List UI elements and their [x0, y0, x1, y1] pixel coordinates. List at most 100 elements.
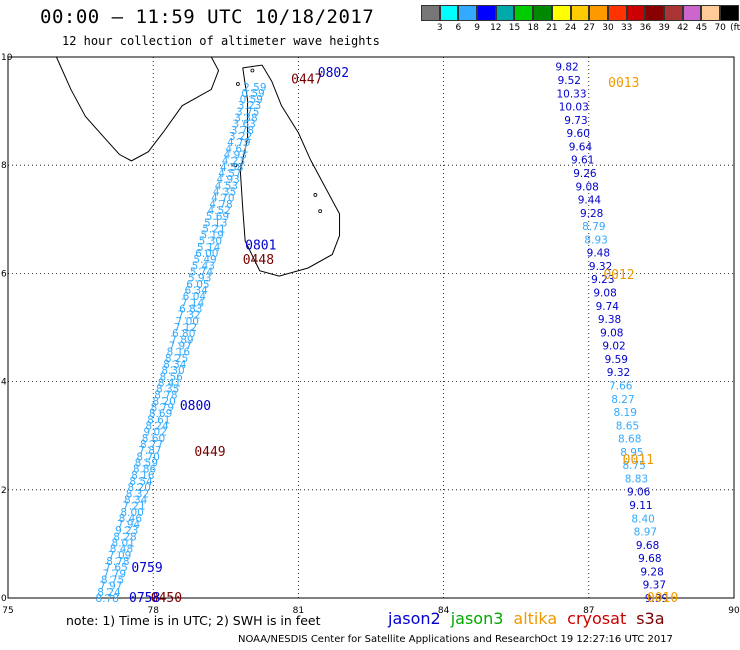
colorbar-swatch	[495, 5, 515, 21]
legend-entry-cryosat: cryosat	[567, 609, 627, 628]
wave-height-value: 8.30	[161, 365, 184, 377]
map-frame	[7, 56, 735, 599]
wave-height-value: 5.69	[206, 211, 229, 223]
wave-height-value: 9.60	[567, 128, 590, 140]
wave-height-value: 4.52	[208, 205, 231, 217]
pass-time-label: 0758	[129, 591, 160, 606]
wave-height-value: 7.09	[108, 550, 131, 562]
wave-height-value: 8.54	[129, 476, 153, 488]
wave-height-value: 3.22	[229, 131, 252, 143]
wave-height-value: 9.32	[607, 367, 630, 379]
wave-height-value: 9.02	[602, 341, 625, 353]
wave-height-value: 8.20	[128, 482, 151, 494]
wave-height-value: 9.08	[575, 181, 598, 193]
wave-height-value: 0.59	[240, 94, 263, 106]
island-outline	[250, 68, 255, 73]
island-outline	[318, 209, 323, 214]
y-tick-label: 10	[1, 53, 13, 63]
wave-height-value: 8.83	[625, 473, 648, 485]
wave-height-value: 3.78	[231, 125, 254, 137]
wave-height-value: 8.68	[618, 434, 641, 446]
colorbar-swatch	[607, 5, 627, 21]
wave-height-value: 7.21	[122, 501, 145, 513]
wave-height-value: 7.89	[170, 334, 193, 346]
wave-height-value: 9.64	[569, 141, 593, 153]
colorbar-label: 3	[436, 23, 443, 33]
wave-height-value: 5.19	[200, 230, 223, 242]
colorbar-label: 39	[658, 23, 670, 33]
map-subtitle: 12 hour collection of altimeter wave hei…	[62, 34, 380, 48]
wave-height-value: 8.16	[131, 470, 155, 482]
colorbar-label: 27	[583, 23, 596, 33]
colorbar-swatch	[626, 5, 646, 21]
wave-height-value: 8.93	[584, 234, 607, 246]
wave-height-value: 3.63	[232, 119, 255, 131]
wave-height-value: 5.21	[202, 223, 225, 235]
wave-height-value: 9.82	[555, 62, 578, 74]
wave-height-value: 5.43	[192, 260, 215, 272]
colorbar-swatch	[682, 5, 702, 21]
colorbar-label: 9	[474, 23, 480, 33]
wave-height-value: 4.57	[218, 168, 241, 180]
wave-height-value: 7.00	[176, 316, 199, 328]
island-outline	[235, 82, 240, 86]
wave-height-value: 7.97	[99, 581, 122, 593]
y-tick-label: 6	[1, 269, 7, 279]
y-tick-label: 0	[1, 594, 7, 604]
wave-height-value: 9.23	[115, 525, 138, 537]
colorbar-swatch	[477, 5, 496, 21]
wave-height-value: 6.00	[195, 248, 218, 260]
india-coastline	[55, 56, 220, 162]
wave-height-value: 10.03	[559, 102, 589, 114]
wave-height-value: 9.38	[598, 314, 621, 326]
wave-height-value: 7.87	[138, 445, 161, 457]
wave-height-value: 6.04	[183, 291, 207, 303]
credit-line: NOAA/NESDIS Center for Satellite Applica…	[238, 634, 541, 645]
wave-height-value: 5.13	[204, 217, 227, 229]
colorbar-label: 33	[620, 23, 633, 33]
wave-height-value: 8.75	[622, 460, 645, 472]
colorbar-label: 30	[602, 23, 614, 33]
colorbar-swatch	[663, 5, 683, 21]
wave-height-value: 9.28	[640, 566, 663, 578]
wave-height-value: 9.44	[578, 195, 602, 207]
colorbar-swatch	[701, 5, 720, 21]
wave-height-value: 10.33	[556, 88, 586, 100]
wave-height-value: 8.78	[106, 556, 129, 568]
sri-lanka-coastline	[239, 64, 341, 277]
wave-height-value: 8.46	[119, 513, 143, 525]
wave-height-value: 4.79	[227, 137, 250, 149]
wave-height-value: 6.05	[186, 279, 209, 291]
colorbar	[421, 5, 739, 21]
wave-height-value: 3.23	[238, 100, 261, 112]
wave-height-value: 9.61	[571, 155, 594, 167]
wave-height-value: 8.79	[151, 402, 174, 414]
wave-height-value: 4.58	[220, 162, 243, 174]
wave-height-value: 6.80	[172, 328, 195, 340]
colorbar-label: 15	[508, 23, 521, 33]
wave-height-value: 8.56	[160, 371, 184, 383]
wave-height-value: 8.27	[611, 394, 634, 406]
colorbar-swatch	[570, 5, 590, 21]
colorbar-swatch	[439, 5, 459, 21]
island-outline	[233, 163, 238, 168]
wave-height-value: 8.40	[631, 513, 654, 525]
wave-height-value: 7.97	[168, 340, 191, 352]
wave-height-value: 4.23	[222, 156, 245, 168]
x-tick-label: 87	[583, 606, 594, 616]
wave-height-value: 8.65	[616, 420, 639, 432]
colorbar-swatch	[645, 5, 664, 21]
wave-height-value: 8.69	[149, 408, 172, 420]
colorbar-swatch	[533, 5, 552, 21]
colorbar-label: 70	[714, 23, 726, 33]
wave-height-value: 5.14	[197, 242, 221, 254]
wave-height-value: 9.68	[636, 540, 659, 552]
colorbar-swatch	[589, 5, 608, 21]
colorbar-swatch	[458, 5, 478, 21]
colorbar-label: 21	[546, 23, 558, 33]
y-tick-label: 8	[1, 161, 7, 171]
pass-time-label: 0450	[151, 591, 182, 606]
wave-height-value: 4.70	[211, 193, 234, 205]
pass-time-label: 0010	[647, 591, 678, 606]
